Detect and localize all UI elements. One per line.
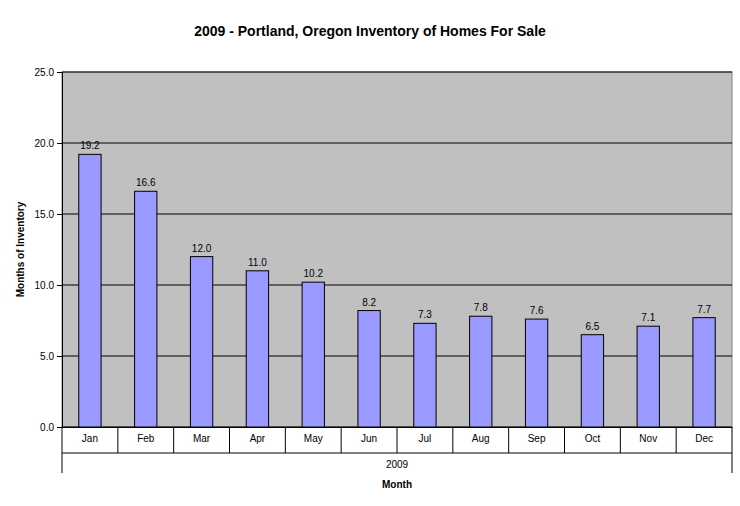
y-tick: 15.0 — [35, 209, 62, 220]
y-tick-mark — [57, 427, 62, 428]
separator — [508, 427, 509, 453]
grid-line — [62, 214, 732, 215]
bar — [525, 319, 547, 427]
bar — [693, 318, 715, 427]
y-axis-line — [57, 73, 63, 428]
data-label: 12.0 — [192, 243, 212, 254]
y-tick-label: 10.0 — [35, 280, 55, 291]
separator — [229, 427, 230, 453]
x-tick-label: Jan — [82, 433, 98, 444]
y-tick-label: 25.0 — [35, 67, 55, 78]
separator — [173, 427, 174, 453]
separator — [285, 427, 286, 453]
x-tick-label: May — [304, 433, 323, 444]
x-tick-label: Aug — [472, 433, 490, 444]
x-tick: Aug — [472, 427, 490, 444]
y-tick-mark — [57, 143, 62, 144]
bar — [581, 335, 603, 427]
x-tick: Oct — [585, 427, 601, 444]
bar — [135, 191, 157, 427]
x-tick-label: Apr — [250, 433, 266, 444]
x-tick: Jun — [361, 427, 377, 444]
x-tick: Jan — [82, 427, 98, 444]
y-tick: 20.0 — [35, 138, 62, 149]
data-label: 19.2 — [80, 140, 100, 151]
y-tick: 25.0 — [35, 67, 62, 78]
x-tick: Apr — [250, 427, 266, 444]
y-tick-mark — [57, 285, 62, 286]
data-label: 7.7 — [697, 304, 711, 315]
x-tick: May — [304, 427, 323, 444]
data-label: 8.2 — [362, 297, 376, 308]
x-tick: Jul — [419, 427, 432, 444]
bar — [637, 326, 659, 427]
separator — [452, 427, 453, 453]
data-label: 7.1 — [641, 312, 655, 323]
x-tick-label: Jul — [419, 433, 432, 444]
bar — [358, 311, 380, 427]
y-axis: 0.0 5.0 10.0 15.0 20.0 25.0 — [35, 67, 63, 433]
x-tick: Dec — [695, 427, 713, 444]
grid-line — [62, 143, 732, 144]
bar — [414, 323, 436, 427]
data-label: 11.0 — [248, 257, 267, 268]
data-label: 6.5 — [585, 321, 599, 332]
y-tick-mark — [57, 72, 62, 73]
plot-area — [62, 72, 732, 427]
separator — [564, 427, 565, 453]
plot: 19.2 16.6 12.0 11.0 10.2 8.2 7.3 7.8 7.6 6.5 7.1 7.… — [35, 67, 733, 473]
bar — [470, 316, 492, 427]
bar — [246, 271, 268, 427]
y-axis-title: Months of Inventory — [15, 201, 26, 297]
y-tick: 0.0 — [40, 422, 62, 433]
x-tick-label: Mar — [193, 433, 211, 444]
x-tick: Mar — [193, 427, 211, 444]
data-label: 7.8 — [474, 302, 488, 313]
data-label: 16.6 — [136, 177, 156, 188]
x-tick-label: Oct — [585, 433, 601, 444]
x-tick: Nov — [639, 427, 657, 444]
y-tick: 5.0 — [40, 351, 62, 362]
y-tick-mark — [57, 356, 62, 357]
y-tick-label: 15.0 — [35, 209, 55, 220]
grid-line — [62, 72, 732, 73]
data-labels: 19.2 16.6 12.0 11.0 10.2 8.2 7.3 7.8 7.6 6.5 7.1 7.… — [80, 140, 711, 331]
y-tick: 10.0 — [35, 280, 62, 291]
grid-line — [62, 285, 732, 286]
separator — [341, 427, 342, 453]
x-axis-title: Month — [382, 479, 412, 490]
data-label: 7.6 — [530, 305, 544, 316]
bar — [190, 257, 212, 427]
x-tick-label: Feb — [137, 433, 155, 444]
data-label: 7.3 — [418, 309, 432, 320]
title: 2009 - Portland, Oregon Inventory of Hom… — [194, 23, 546, 39]
grid-line — [62, 356, 732, 357]
separator — [397, 427, 398, 453]
bars — [79, 154, 716, 427]
separator — [117, 427, 118, 453]
bar — [302, 282, 324, 427]
separator — [620, 427, 621, 453]
x-tick-label: Sep — [528, 433, 546, 444]
x-tick: Feb — [137, 427, 155, 444]
data-label: 10.2 — [304, 268, 324, 279]
y-tick-label: 20.0 — [35, 138, 55, 149]
x-tick: Sep — [528, 427, 546, 444]
group-label: 2009 — [386, 459, 409, 470]
separator — [62, 453, 732, 454]
y-tick-mark — [57, 214, 62, 215]
category-separators — [62, 427, 732, 473]
separator — [62, 427, 63, 473]
x-tick-label: Nov — [639, 433, 657, 444]
bar — [79, 154, 101, 427]
separator — [732, 427, 733, 473]
separator — [676, 427, 677, 453]
chart: 19.2 16.6 12.0 11.0 10.2 8.2 7.3 7.8 7.6 6.5 7.1 7.… — [0, 0, 740, 506]
x-tick-label: Jun — [361, 433, 377, 444]
y-tick-label: 0.0 — [40, 422, 54, 433]
y-tick-label: 5.0 — [40, 351, 54, 362]
x-tick-label: Dec — [695, 433, 713, 444]
grid — [62, 72, 732, 427]
